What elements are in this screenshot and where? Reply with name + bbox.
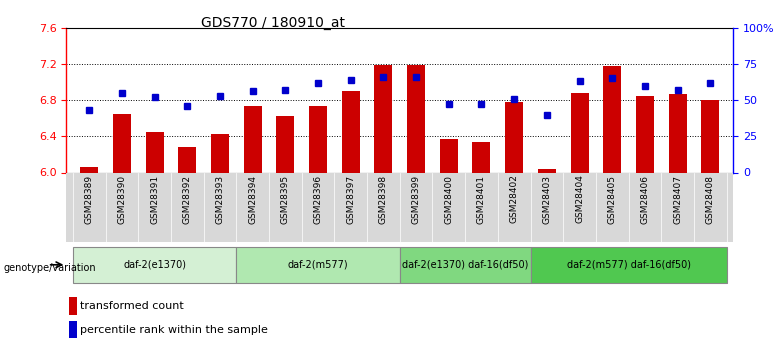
Bar [69, 321, 77, 338]
Text: daf-2(m577) daf-16(df50): daf-2(m577) daf-16(df50) [566, 260, 690, 270]
Bar [309, 106, 327, 172]
Bar [636, 96, 654, 172]
Text: GSM28398: GSM28398 [379, 175, 388, 224]
Text: GSM28405: GSM28405 [608, 175, 617, 224]
Bar [236, 247, 399, 283]
Bar [146, 132, 164, 172]
Text: GSM28399: GSM28399 [412, 175, 420, 224]
Text: daf-2(e1370): daf-2(e1370) [123, 260, 186, 270]
Text: daf-2(m577): daf-2(m577) [288, 260, 349, 270]
Bar [211, 134, 229, 172]
Bar [603, 66, 621, 172]
Bar [80, 167, 98, 172]
Text: GSM28395: GSM28395 [281, 175, 290, 224]
Bar [668, 94, 686, 172]
Text: GSM28393: GSM28393 [215, 175, 225, 224]
Text: GSM28408: GSM28408 [706, 175, 714, 224]
Text: GSM28400: GSM28400 [445, 175, 453, 224]
Bar [530, 247, 727, 283]
Text: GSM28407: GSM28407 [673, 175, 682, 224]
Text: GSM28403: GSM28403 [542, 175, 551, 224]
Bar [440, 139, 458, 172]
Text: GSM28389: GSM28389 [85, 175, 94, 224]
Text: transformed count: transformed count [80, 301, 184, 311]
Text: GSM28404: GSM28404 [575, 175, 584, 224]
Text: percentile rank within the sample: percentile rank within the sample [80, 325, 268, 335]
Text: GSM28397: GSM28397 [346, 175, 355, 224]
Text: GSM28392: GSM28392 [183, 175, 192, 224]
Bar [407, 65, 425, 172]
Text: GSM28406: GSM28406 [640, 175, 650, 224]
Text: GDS770 / 180910_at: GDS770 / 180910_at [201, 16, 345, 30]
Bar [69, 297, 77, 315]
Bar [342, 91, 360, 172]
Bar [701, 100, 719, 172]
Text: GSM28401: GSM28401 [477, 175, 486, 224]
Bar [473, 142, 491, 172]
Text: GSM28390: GSM28390 [117, 175, 126, 224]
Bar [374, 65, 392, 172]
Text: GSM28396: GSM28396 [314, 175, 322, 224]
Text: GSM28394: GSM28394 [248, 175, 257, 224]
Bar [113, 114, 131, 172]
Bar [399, 247, 530, 283]
Bar [179, 147, 197, 172]
Text: daf-2(e1370) daf-16(df50): daf-2(e1370) daf-16(df50) [402, 260, 528, 270]
Bar [276, 116, 294, 172]
Bar [570, 93, 589, 172]
Bar [243, 106, 261, 172]
Text: GSM28402: GSM28402 [509, 175, 519, 224]
Bar [538, 169, 556, 172]
Bar [505, 102, 523, 172]
Text: GSM28391: GSM28391 [150, 175, 159, 224]
Bar [73, 247, 236, 283]
Text: genotype/variation: genotype/variation [4, 264, 97, 273]
